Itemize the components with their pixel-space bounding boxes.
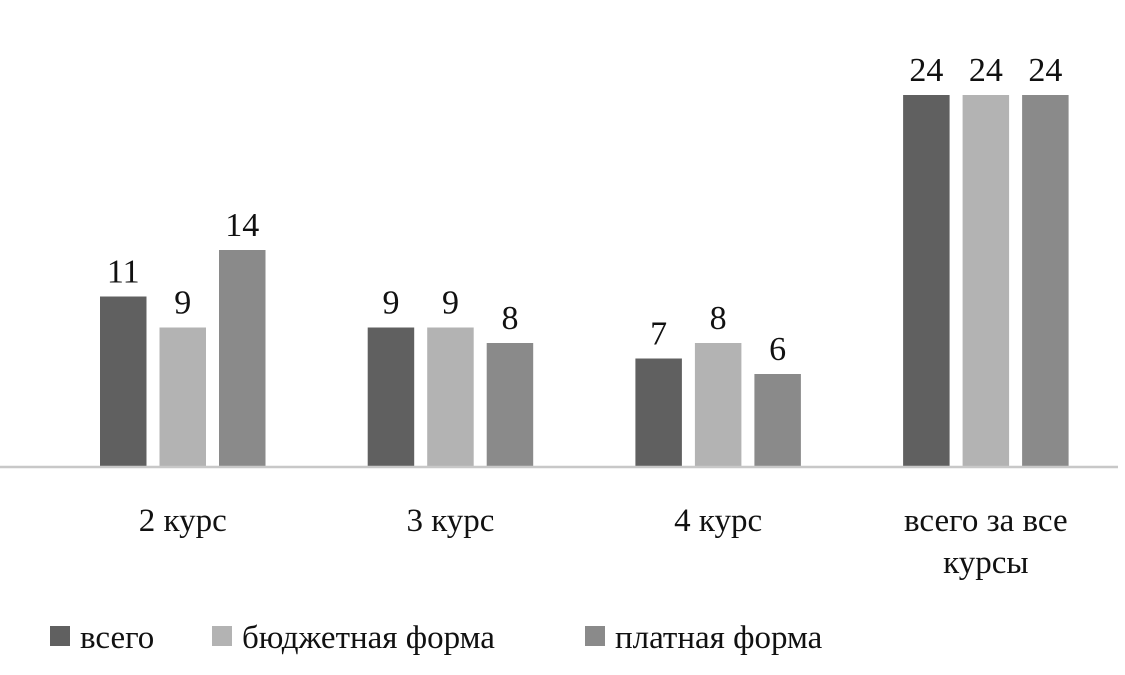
bar-3-2 [486,343,534,467]
data-label: 9 [174,285,191,322]
legend-label: всего [80,620,154,656]
data-label: 9 [442,285,459,322]
legend-swatch [212,626,232,646]
bar-3-1 [219,250,266,467]
data-label: 7 [650,316,667,353]
bar-2-4 [962,95,1010,467]
bar-1-1 [100,296,147,467]
data-label: 6 [769,331,786,368]
data-label: 11 [107,254,140,291]
legend-label: бюджетная форма [242,620,495,656]
data-label: 9 [382,285,399,322]
bar-2-3 [694,343,742,467]
data-label: 8 [501,300,518,337]
bar-1-2 [367,327,415,467]
category-label: 4 курс [674,503,762,539]
legend-label: платная форма [615,620,823,656]
legend-swatch [585,626,605,646]
bar-2-1 [159,327,206,467]
bar-2-2 [427,327,474,467]
category-label: всего за все [904,503,1068,539]
bar-1-3 [635,358,682,467]
legend-swatch [50,626,70,646]
data-label: 14 [225,207,259,244]
data-label: 24 [1028,52,1062,89]
data-label: 8 [710,300,727,337]
data-label: 24 [909,52,943,89]
data-label: 24 [969,52,1003,89]
category-label: курсы [943,545,1028,581]
category-label: 2 курс [139,503,227,539]
bar-3-4 [1022,95,1069,467]
category-label: 3 курс [406,503,494,539]
bar-3-3 [754,374,801,467]
bar-1-4 [903,95,950,467]
